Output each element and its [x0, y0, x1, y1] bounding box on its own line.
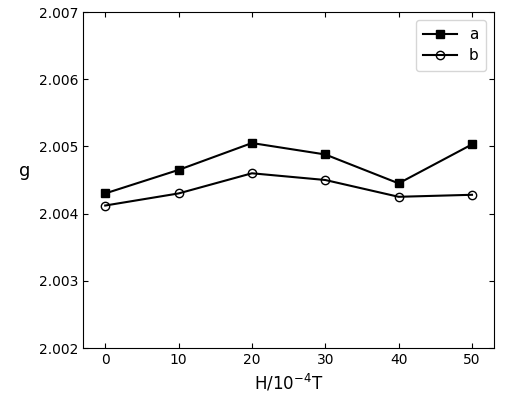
Y-axis label: g: g — [19, 162, 31, 180]
a — [175, 168, 181, 172]
a — [396, 181, 402, 186]
a — [322, 152, 329, 157]
Legend: a, b: a, b — [415, 20, 486, 71]
b — [249, 171, 255, 176]
a — [469, 142, 475, 147]
b — [322, 178, 329, 182]
b — [175, 191, 181, 196]
a — [102, 191, 108, 196]
b — [102, 203, 108, 208]
b — [469, 192, 475, 197]
Line: b: b — [101, 169, 476, 210]
X-axis label: H/10$^{-4}$T: H/10$^{-4}$T — [254, 372, 323, 394]
a — [249, 141, 255, 146]
b — [396, 194, 402, 199]
Line: a: a — [101, 139, 476, 198]
